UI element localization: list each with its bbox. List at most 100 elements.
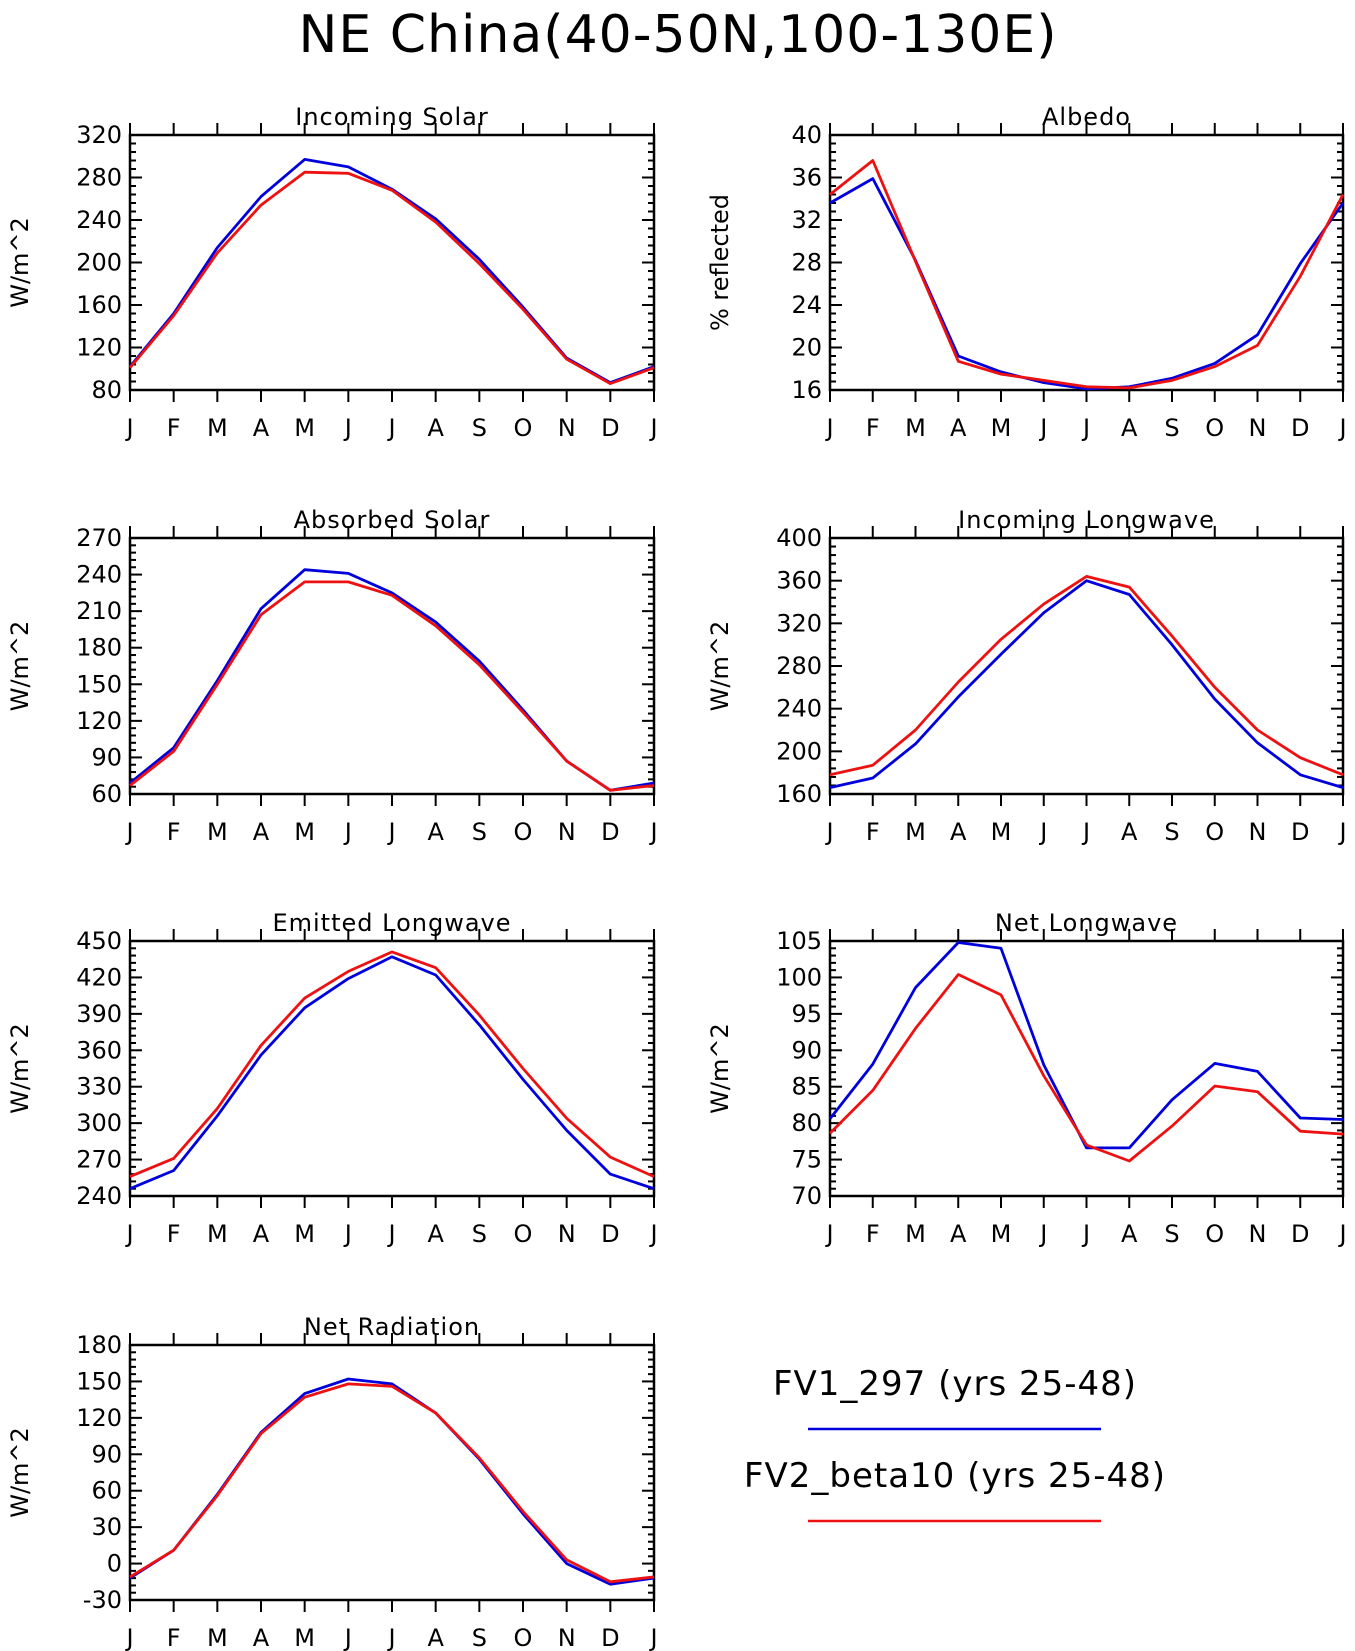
series-line-fv2-net-radiation bbox=[129, 1382, 655, 1584]
x-tick-label: N bbox=[558, 1220, 576, 1248]
x-tick-label: D bbox=[601, 818, 619, 846]
series-line-fv2-net-longwave bbox=[829, 973, 1344, 1163]
y-axis-label-incoming-longwave: W/m^2 bbox=[706, 621, 734, 712]
x-tick-label: J bbox=[1337, 818, 1346, 846]
x-tick-label: M bbox=[294, 818, 315, 846]
y-tick-label: 280 bbox=[76, 164, 122, 192]
x-tick-label: O bbox=[514, 1624, 533, 1651]
y-tick-label: 36 bbox=[791, 164, 822, 192]
x-tick-label: A bbox=[427, 818, 444, 846]
x-tick-label: M bbox=[207, 414, 228, 442]
panel-absorbed-solar: Absorbed SolarW/m^2609012015018021024027… bbox=[6, 506, 658, 846]
y-tick-label: 180 bbox=[76, 1331, 122, 1359]
x-tick-label: J bbox=[1038, 414, 1047, 442]
plot-frame-net-longwave bbox=[828, 939, 1345, 1198]
x-tick-label: F bbox=[167, 1624, 181, 1651]
y-tick-label: 270 bbox=[76, 524, 122, 552]
x-tick-label: J bbox=[124, 818, 133, 846]
series-line-fv1-net-radiation bbox=[129, 1377, 655, 1586]
y-tick-label: 24 bbox=[791, 291, 822, 319]
x-tick-label: N bbox=[1249, 414, 1267, 442]
y-tick-label: 320 bbox=[76, 121, 122, 149]
x-tick-label: M bbox=[207, 818, 228, 846]
y-tick-label: 90 bbox=[91, 743, 122, 771]
x-tick-label: J bbox=[648, 414, 657, 442]
x-tick-label: J bbox=[648, 1624, 657, 1651]
plot-frame-emitted-longwave bbox=[128, 939, 656, 1198]
series-line-fv2-albedo bbox=[829, 159, 1345, 390]
y-tick-label: 100 bbox=[776, 963, 822, 991]
y-tick-label: 280 bbox=[776, 652, 822, 680]
x-tick-label: J bbox=[1038, 1220, 1047, 1248]
y-tick-label: 240 bbox=[76, 1182, 122, 1210]
y-tick-label: 120 bbox=[76, 707, 122, 735]
x-tick-label: S bbox=[1164, 414, 1179, 442]
x-tick-label: A bbox=[1121, 818, 1138, 846]
y-tick-label: 80 bbox=[91, 376, 122, 404]
x-tick-label: O bbox=[1205, 1220, 1224, 1248]
y-tick-label: 28 bbox=[791, 249, 822, 277]
y-tick-label: 80 bbox=[791, 1109, 822, 1137]
y-tick-label: 240 bbox=[776, 695, 822, 723]
x-tick-label: M bbox=[905, 818, 926, 846]
legend-label-fv1: FV1_297 (yrs 25-48) bbox=[773, 1364, 1137, 1404]
x-tick-label: D bbox=[1291, 818, 1309, 846]
y-tick-label: 0 bbox=[107, 1550, 122, 1578]
series-line-fv1-emitted-longwave bbox=[129, 955, 655, 1191]
y-tick-label: 32 bbox=[791, 206, 822, 234]
x-tick-label: J bbox=[343, 1624, 352, 1651]
x-tick-label: A bbox=[1121, 1220, 1138, 1248]
y-tick-label: 40 bbox=[791, 121, 822, 149]
y-tick-label: 320 bbox=[776, 609, 822, 637]
legend: FV1_297 (yrs 25-48) FV2_beta10 (yrs 25-4… bbox=[744, 1364, 1165, 1523]
series-line-fv1-albedo bbox=[829, 177, 1345, 391]
x-tick-label: S bbox=[472, 414, 487, 442]
y-tick-label: 160 bbox=[76, 291, 122, 319]
y-tick-label: 390 bbox=[76, 1000, 122, 1028]
x-tick-label: M bbox=[207, 1624, 228, 1651]
x-tick-label: A bbox=[950, 1220, 967, 1248]
x-tick-label: A bbox=[427, 1220, 444, 1248]
y-axis-label-albedo: % reflected bbox=[706, 194, 734, 331]
y-tick-label: 90 bbox=[91, 1440, 122, 1468]
x-tick-label: M bbox=[905, 1220, 926, 1248]
plot-frame-albedo bbox=[828, 133, 1345, 392]
x-tick-label: J bbox=[343, 818, 352, 846]
series-line-fv1-incoming-longwave bbox=[829, 579, 1344, 789]
y-tick-label: 450 bbox=[76, 927, 122, 955]
x-tick-label: A bbox=[253, 1220, 270, 1248]
x-tick-label: S bbox=[1164, 818, 1179, 846]
x-tick-label: O bbox=[514, 818, 533, 846]
x-tick-label: O bbox=[1205, 818, 1224, 846]
panel-emitted-longwave: Emitted LongwaveW/m^22402703003303603904… bbox=[6, 909, 658, 1248]
x-tick-label: J bbox=[124, 414, 133, 442]
x-tick-label: J bbox=[648, 1220, 657, 1248]
y-tick-label: 240 bbox=[76, 561, 122, 589]
x-tick-label: D bbox=[601, 414, 619, 442]
x-tick-label: M bbox=[905, 414, 926, 442]
x-tick-label: F bbox=[866, 414, 880, 442]
x-tick-label: J bbox=[124, 1220, 133, 1248]
panel-incoming-longwave: Incoming LongwaveW/m^2160200240280320360… bbox=[706, 506, 1347, 846]
x-tick-label: J bbox=[124, 1624, 133, 1651]
series-line-fv1-absorbed-solar bbox=[129, 568, 655, 792]
y-tick-label: 210 bbox=[76, 597, 122, 625]
y-tick-label: 120 bbox=[76, 334, 122, 362]
series-line-fv2-incoming-longwave bbox=[829, 575, 1344, 777]
y-axis-label-net-longwave: W/m^2 bbox=[706, 1023, 734, 1114]
x-tick-label: F bbox=[866, 818, 880, 846]
series-line-fv2-incoming-solar bbox=[128, 170, 655, 386]
y-axis-label-net-radiation: W/m^2 bbox=[6, 1427, 34, 1518]
x-tick-label: J bbox=[386, 818, 395, 846]
y-tick-label: 95 bbox=[791, 1000, 822, 1028]
x-tick-label: M bbox=[294, 414, 315, 442]
x-tick-label: A bbox=[253, 818, 270, 846]
x-tick-label: J bbox=[824, 818, 833, 846]
y-axis-label-emitted-longwave: W/m^2 bbox=[6, 1023, 34, 1114]
x-tick-label: A bbox=[950, 818, 967, 846]
x-tick-label: J bbox=[386, 1624, 395, 1651]
x-tick-label: A bbox=[427, 1624, 444, 1651]
x-tick-label: M bbox=[294, 1220, 315, 1248]
y-axis-label-incoming-solar: W/m^2 bbox=[6, 217, 34, 308]
